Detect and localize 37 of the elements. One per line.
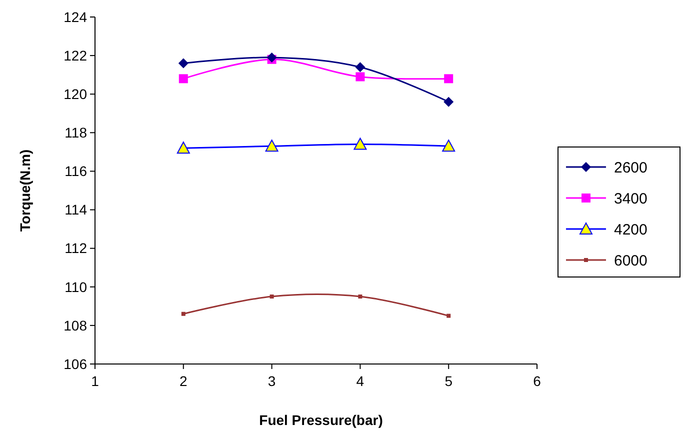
point	[176, 142, 190, 154]
y-tick-label: 110	[64, 278, 88, 295]
x-axis-title: Fuel Pressure(bar)	[259, 412, 383, 428]
point	[442, 140, 456, 152]
legend-label: 2600	[614, 159, 648, 176]
point	[444, 74, 454, 84]
x-tick-label: 5	[444, 373, 453, 389]
point	[178, 58, 188, 68]
y-tick-label: 124	[64, 8, 88, 25]
x-tick-label: 6	[533, 373, 542, 389]
y-tick-label: 106	[64, 356, 88, 372]
point	[444, 96, 454, 107]
y-tick-label: 120	[64, 86, 88, 102]
point	[355, 62, 366, 72]
point	[270, 294, 274, 299]
legend-label: 3400	[614, 190, 648, 208]
legend-label: 4200	[614, 221, 648, 238]
y-tick-label: 116	[64, 163, 88, 180]
legend-label: 6000	[614, 252, 648, 270]
x-tick-label: 4	[356, 373, 364, 389]
point	[354, 138, 367, 150]
point	[266, 52, 277, 62]
point	[446, 314, 451, 318]
point	[178, 74, 188, 84]
point	[181, 312, 186, 316]
y-axis-title: Torque(N.m)	[17, 149, 33, 232]
point	[358, 294, 362, 299]
point	[356, 72, 365, 82]
x-tick-label: 3	[268, 373, 276, 389]
y-tick-label: 118	[64, 124, 88, 141]
point	[265, 140, 278, 152]
x-tick-label: 2	[180, 373, 188, 389]
y-tick-label: 122	[64, 47, 88, 64]
y-tick-label: 114	[64, 202, 88, 218]
y-tick-label: 112	[64, 240, 88, 256]
x-tick-label: 1	[91, 373, 100, 389]
y-tick-label: 108	[64, 317, 88, 334]
